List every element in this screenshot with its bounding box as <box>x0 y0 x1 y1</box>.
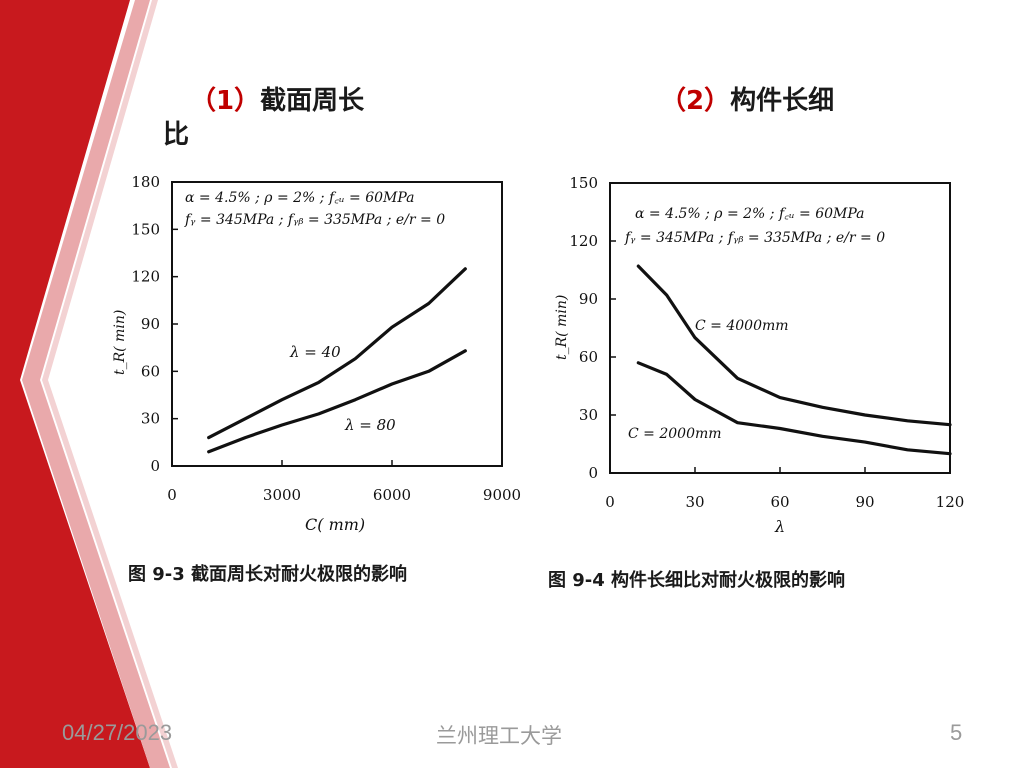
x-tick-label: 60 <box>770 493 789 511</box>
chart-section-perimeter: 0 30 60 90 120 150 180 0 3000 6000 9000 α = 4.5% … <box>112 173 521 534</box>
x-tick-label: 9000 <box>483 486 521 504</box>
params-line-2: fᵧ = 345MPa ; fᵧᵦ = 335MPa ; e/r = 0 <box>624 230 885 246</box>
y-tick-label: 30 <box>141 410 160 428</box>
page-number: 5 <box>950 720 963 745</box>
chart-slenderness: 0 30 60 90 120 150 0 30 60 90 120 α = 4.5% ; ρ = … <box>554 174 964 536</box>
series-lines <box>207 267 467 454</box>
x-axis-label: C( mm) <box>305 515 365 534</box>
y-tick-label: 0 <box>150 457 160 475</box>
x-tick-label: 120 <box>936 493 965 511</box>
x-tick-label: 0 <box>605 493 615 511</box>
x-tick-label: 3000 <box>263 486 301 504</box>
params-line-1: α = 4.5% ; ρ = 2% ; f꜀ᵤ = 60MPa <box>185 190 415 206</box>
heading-right: （2）构件长细 <box>660 80 834 117</box>
x-tick-label: 30 <box>685 493 704 511</box>
y-tick-label: 150 <box>131 220 160 238</box>
series-line-1 <box>207 349 467 454</box>
y-tick-label: 30 <box>579 406 598 424</box>
y-ticks: 0 30 60 90 120 150 180 <box>131 173 178 475</box>
series-line-0 <box>207 267 467 440</box>
y-ticks: 0 30 60 90 120 150 <box>569 174 616 482</box>
y-tick-label: 120 <box>131 268 160 286</box>
y-tick-label: 90 <box>141 315 160 333</box>
x-axis-label: λ <box>774 517 785 536</box>
pink-slash-2 <box>42 0 178 768</box>
y-tick-label: 120 <box>569 232 598 250</box>
heading-left: （1）截面周长 <box>190 80 364 117</box>
y-axis-label: t_R( min) <box>554 295 570 360</box>
series-lines <box>636 264 952 456</box>
chart-caption-2: 图 9-4 构件长细比对耐火极限的影响 <box>548 570 846 591</box>
chart-caption-1: 图 9-3 截面周长对耐火极限的影响 <box>128 564 408 585</box>
series-line-1 <box>636 361 952 456</box>
x-ticks: 0 30 60 90 120 <box>605 467 964 511</box>
heading-right-number: （2） <box>660 86 731 116</box>
pink-slash-1 <box>22 0 170 768</box>
y-tick-label: 180 <box>131 173 160 191</box>
x-tick-label: 0 <box>167 486 177 504</box>
heading-left-text: 截面周长 <box>260 86 365 116</box>
x-tick-label: 90 <box>855 493 874 511</box>
y-tick-label: 90 <box>579 290 598 308</box>
red-slash-left <box>0 0 150 768</box>
footer-date: 04/27/2023 <box>62 720 173 745</box>
heading-left-wrap: 比 <box>163 120 190 150</box>
heading-left-number: （1） <box>190 86 261 116</box>
series-label-c-2000: C = 2000mm <box>628 426 722 442</box>
series-line-0 <box>636 264 952 427</box>
y-axis-label: t_R( min) <box>112 310 128 375</box>
y-tick-label: 60 <box>579 348 598 366</box>
params-line-2: fᵧ = 345MPa ; fᵧᵦ = 335MPa ; e/r = 0 <box>184 212 445 228</box>
y-tick-label: 150 <box>569 174 598 192</box>
series-label-lambda-80: λ = 80 <box>344 416 396 434</box>
x-ticks: 0 3000 6000 9000 <box>167 460 521 504</box>
footer-university: 兰州理工大学 <box>436 724 562 748</box>
heading-right-text: 构件长细 <box>730 86 835 116</box>
x-tick-label: 6000 <box>373 486 411 504</box>
y-tick-label: 0 <box>588 464 598 482</box>
series-label-c-4000: C = 4000mm <box>695 318 789 334</box>
y-tick-label: 60 <box>141 362 160 380</box>
series-label-lambda-40: λ = 40 <box>289 343 341 361</box>
params-line-1: α = 4.5% ; ρ = 2% ; f꜀ᵤ = 60MPa <box>635 206 865 222</box>
